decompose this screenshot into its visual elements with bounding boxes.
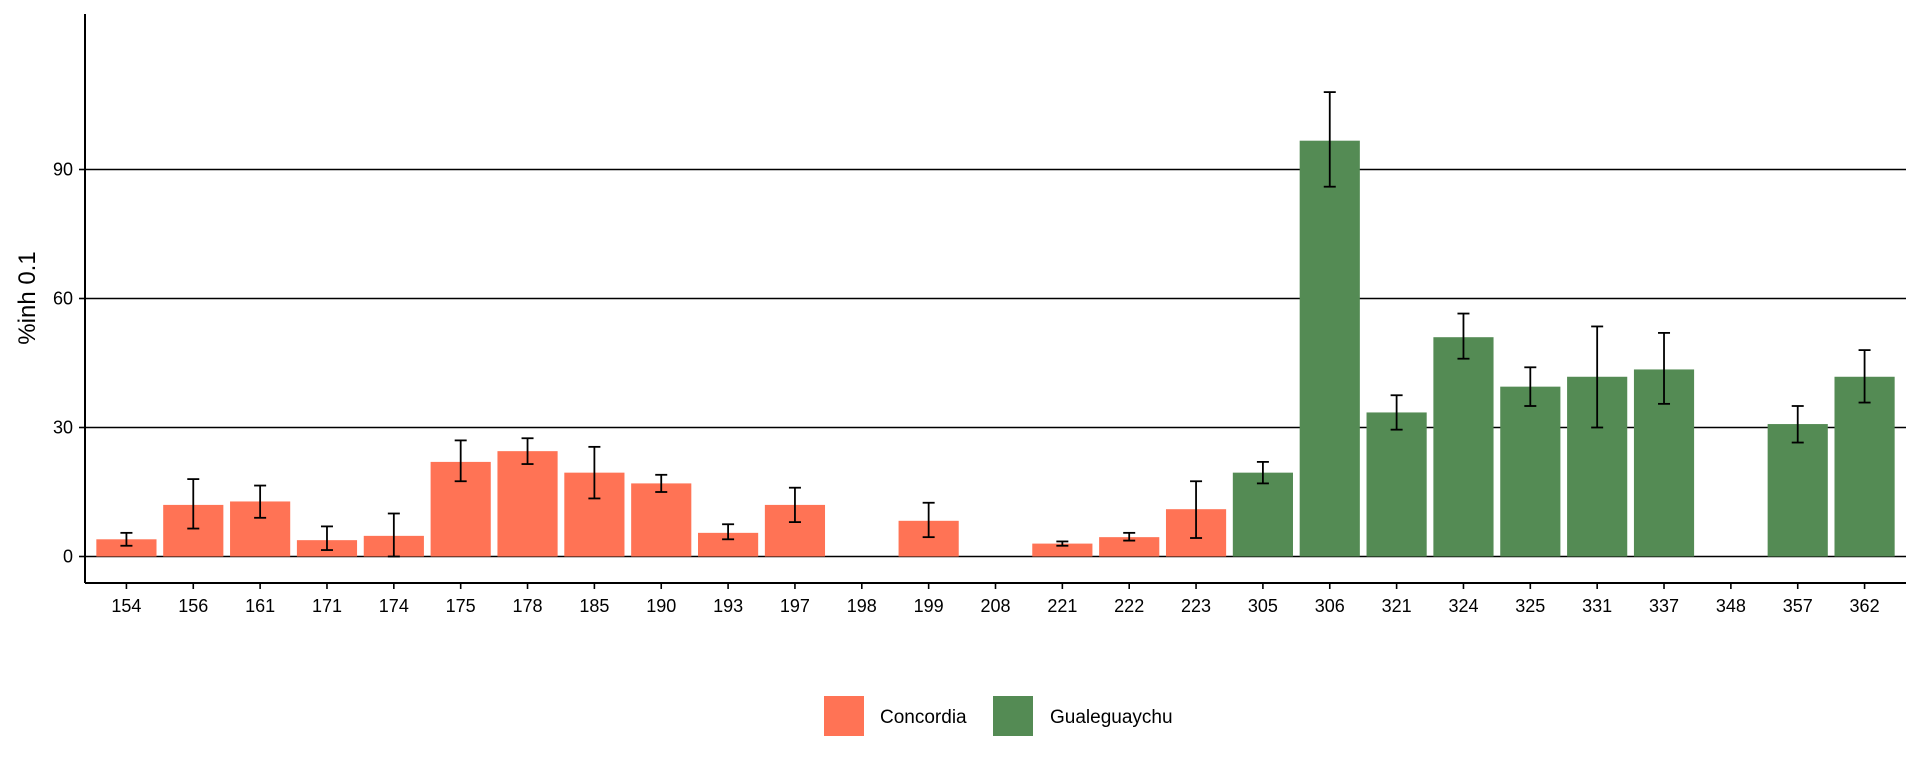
x-tick-label-357: 357 xyxy=(1783,596,1813,616)
x-tick-label-174: 174 xyxy=(379,596,409,616)
bar-325 xyxy=(1500,386,1561,557)
x-tick-labels: 154 156 161 171 174 175 178 185 190 193 197 198 199 2… xyxy=(111,583,1880,616)
y-tick-label: 90 xyxy=(53,160,73,180)
x-tick-label-348: 348 xyxy=(1716,596,1746,616)
x-tick-label-223: 223 xyxy=(1181,596,1211,616)
x-tick-label-222: 222 xyxy=(1114,596,1144,616)
x-tick-label-161: 161 xyxy=(245,596,275,616)
x-tick-label-197: 197 xyxy=(780,596,810,616)
x-tick-label-362: 362 xyxy=(1850,596,1880,616)
bar-222 xyxy=(1099,537,1160,557)
legend-label-gualeguaychu: Gualeguaychu xyxy=(1050,707,1173,728)
x-tick-label-337: 337 xyxy=(1649,596,1679,616)
x-tick-label-156: 156 xyxy=(178,596,208,616)
y-tick-labels: 0 30 60 90 xyxy=(53,160,85,567)
bar-193 xyxy=(698,532,759,557)
y-tick-label: 0 xyxy=(63,547,73,567)
x-tick-label-321: 321 xyxy=(1382,596,1412,616)
x-tick-label-178: 178 xyxy=(513,596,543,616)
x-tick-label-193: 193 xyxy=(713,596,743,616)
x-tick-label-154: 154 xyxy=(111,596,141,616)
x-tick-label-175: 175 xyxy=(446,596,476,616)
bar-357 xyxy=(1767,424,1828,557)
bars xyxy=(96,140,1895,557)
y-tick-label: 30 xyxy=(53,418,73,438)
x-tick-label-305: 305 xyxy=(1248,596,1278,616)
bar-305 xyxy=(1232,472,1293,557)
bar-221 xyxy=(1032,543,1093,557)
x-tick-label-306: 306 xyxy=(1315,596,1345,616)
legend: Concordia Gualeguaychu xyxy=(824,696,1173,736)
legend-swatch-gualeguaychu xyxy=(993,696,1033,736)
x-tick-label-324: 324 xyxy=(1448,596,1478,616)
x-tick-label-171: 171 xyxy=(312,596,342,616)
gridlines xyxy=(85,168,1906,558)
x-tick-label-208: 208 xyxy=(980,596,1010,616)
y-axis-title: %inh 0.1 xyxy=(14,251,41,344)
bar-154 xyxy=(96,539,157,557)
x-tick-label-331: 331 xyxy=(1582,596,1612,616)
error-bars xyxy=(120,91,1871,558)
legend-swatch-concordia xyxy=(824,696,864,736)
bar-321 xyxy=(1366,412,1427,557)
legend-label-concordia: Concordia xyxy=(880,707,967,728)
x-tick-label-198: 198 xyxy=(847,596,877,616)
x-tick-label-221: 221 xyxy=(1047,596,1077,616)
bar-178 xyxy=(497,451,558,557)
x-tick-label-325: 325 xyxy=(1515,596,1545,616)
y-tick-label: 60 xyxy=(53,289,73,309)
x-tick-label-190: 190 xyxy=(646,596,676,616)
bar-362 xyxy=(1834,376,1895,557)
bar-190 xyxy=(631,483,692,557)
x-tick-label-199: 199 xyxy=(914,596,944,616)
bar-324 xyxy=(1433,337,1494,557)
x-tick-label-185: 185 xyxy=(579,596,609,616)
bar-306 xyxy=(1299,140,1360,557)
